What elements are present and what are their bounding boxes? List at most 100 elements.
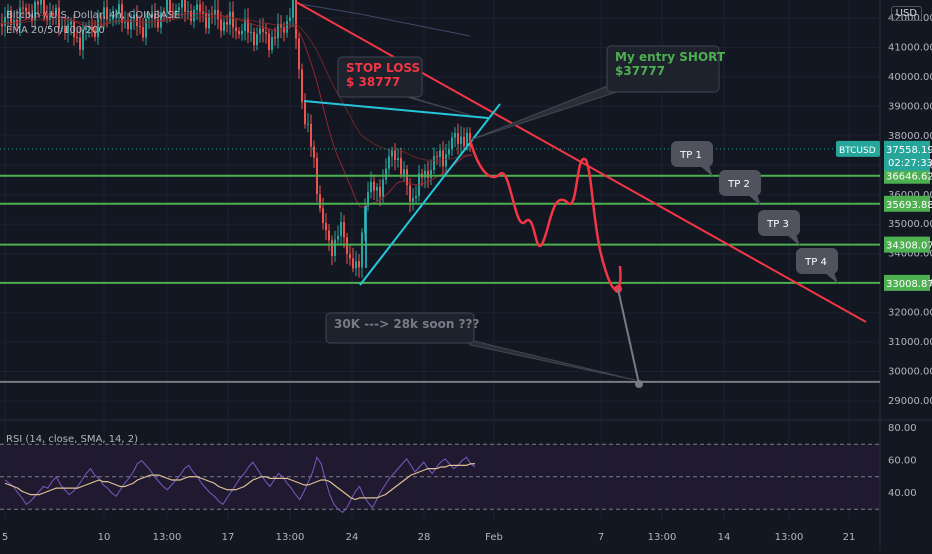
candle-body: [415, 195, 417, 199]
candle-body: [406, 169, 408, 186]
candle-body: [172, 12, 174, 14]
projected-price-path: [468, 139, 622, 292]
candle-body: [373, 181, 375, 191]
candle-body: [376, 186, 378, 191]
candle-body: [448, 149, 450, 155]
candle-body: [202, 11, 204, 14]
note-callout-text: 30K ---> 28k soon ???: [334, 317, 479, 331]
countdown-label: 02:27:33: [888, 158, 932, 169]
currency-button[interactable]: USD: [890, 6, 922, 21]
candle-body: [265, 31, 267, 34]
level-price-label: 35693.88: [886, 200, 932, 211]
y-tick-label: 42000.00: [888, 13, 932, 24]
candle-body: [142, 27, 144, 38]
candle-body: [394, 150, 396, 160]
candle-body: [115, 13, 117, 15]
candle-body: [253, 31, 255, 46]
tp2-label: TP 2: [727, 179, 750, 190]
candle-body: [118, 4, 120, 14]
y-tick-label: 38000.00: [888, 131, 932, 142]
candle-body: [217, 9, 219, 20]
symbol-label: BTCUSD: [839, 146, 876, 156]
candle-body: [175, 10, 177, 14]
candle-body: [19, 7, 21, 26]
candle-body: [325, 222, 327, 231]
candle-body: [79, 37, 81, 50]
candle-body: [40, 0, 42, 5]
candle-body: [82, 29, 84, 50]
candle-body: [94, 30, 96, 37]
candle-body: [385, 168, 387, 180]
candle-body: [208, 13, 210, 29]
tp4-bubble: [796, 248, 838, 274]
candle-body: [289, 17, 291, 22]
candle-body: [43, 0, 45, 16]
candle-body: [256, 34, 258, 46]
level-price-label: 34308.07: [886, 241, 932, 252]
candle-body: [433, 156, 435, 171]
candle-body: [70, 21, 72, 25]
candle-body: [226, 21, 228, 25]
candle-body: [451, 137, 453, 150]
candle-body: [379, 186, 381, 197]
candle-body: [61, 27, 63, 29]
candle-body: [430, 170, 432, 178]
tp4-label: TP 4: [804, 257, 827, 268]
candle-body: [145, 18, 147, 38]
candle-body: [322, 208, 324, 223]
tp2-bubble-tail: [747, 194, 761, 206]
y-tick-label: 39000.00: [888, 101, 932, 112]
y-tick-label: 30000.00: [888, 367, 932, 378]
stop-callout-box: [337, 56, 423, 98]
candle-body: [280, 23, 282, 28]
candle-body: [466, 132, 468, 146]
tp4-bubble-tail: [824, 272, 838, 284]
candle-body: [271, 37, 273, 50]
candle-body: [97, 18, 99, 37]
candle-body: [298, 38, 300, 70]
candle-body: [91, 27, 93, 31]
candle-body: [358, 261, 360, 268]
candle-body: [277, 23, 279, 39]
candle-body: [268, 33, 270, 50]
candle-body: [391, 150, 393, 157]
candle-body: [382, 179, 384, 197]
x-tick-label: 13:00: [276, 532, 305, 543]
candle-body: [367, 192, 369, 207]
level-price-tag: [884, 236, 930, 253]
candle-body: [427, 170, 429, 178]
candle-body: [25, 7, 27, 12]
candle-body: [250, 31, 252, 33]
candle-body: [157, 19, 159, 28]
ema-20-line: [0, 12, 473, 208]
candle-body: [469, 132, 471, 144]
rsi-tick-label: 40.00: [888, 488, 917, 499]
candle-body: [439, 150, 441, 157]
current-price-tag: [884, 140, 930, 171]
stop-callout-text: STOP LOSS: [346, 61, 420, 75]
candle-body: [343, 221, 345, 238]
level-price-label: 33008.87: [886, 279, 932, 290]
candle-body: [103, 7, 105, 19]
candle-body: [127, 22, 129, 30]
candle-body: [244, 18, 246, 31]
candle-body: [10, 10, 12, 25]
candle-body: [4, 16, 6, 27]
candle-body: [220, 19, 222, 31]
candle-body: [295, 0, 297, 39]
candle-body: [424, 170, 426, 178]
candle-body: [52, 12, 54, 15]
channel-lower-line: [359, 103, 501, 286]
x-tick-label: 13:00: [648, 532, 677, 543]
candle-body: [133, 14, 135, 20]
candle-body: [349, 253, 351, 259]
entry-callout-text: $37777: [615, 64, 665, 78]
ema-200-line: [299, 3, 471, 37]
x-tick-label: 5: [2, 532, 8, 543]
candle-body: [388, 156, 390, 169]
candle-body: [247, 18, 249, 33]
candle-body: [409, 185, 411, 202]
x-tick-label: Feb: [485, 532, 503, 543]
